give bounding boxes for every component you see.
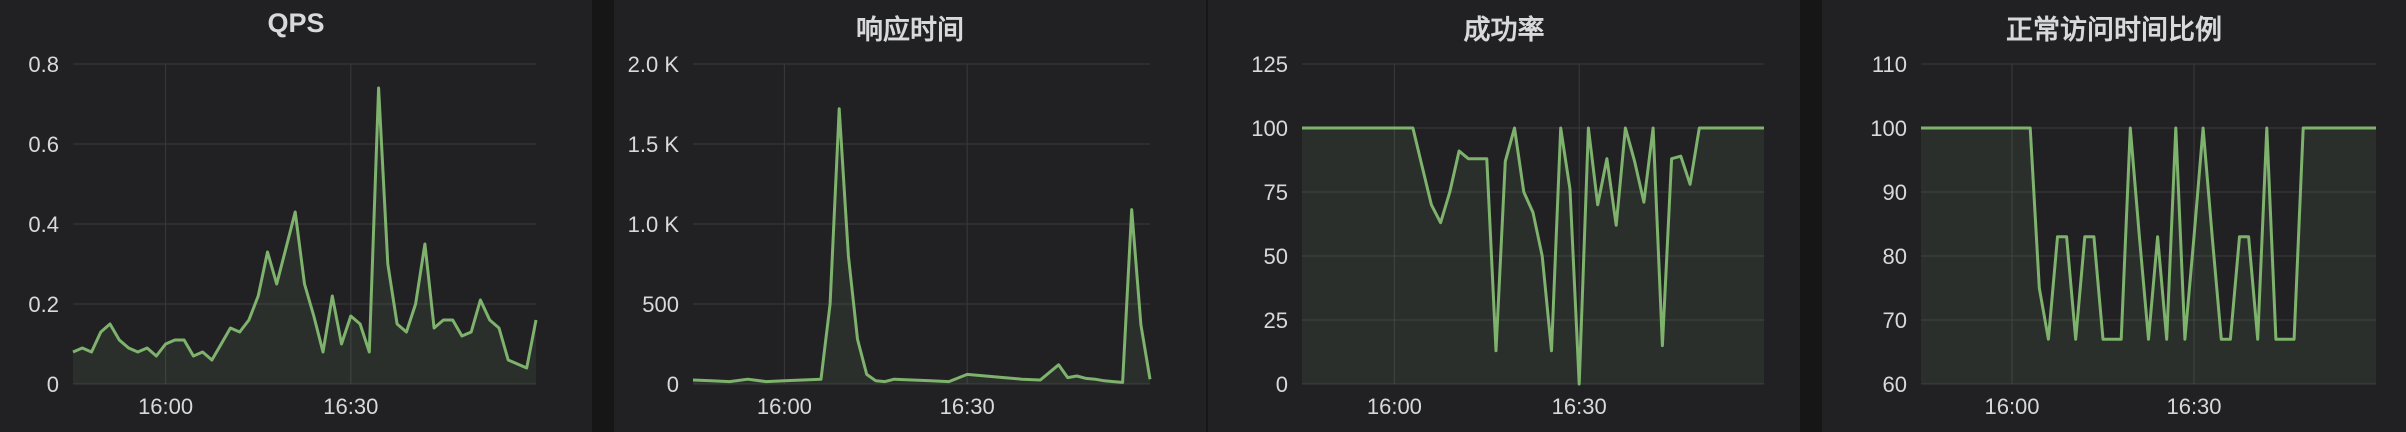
series-area xyxy=(73,88,536,384)
y-tick-label: 0.6 xyxy=(28,132,59,157)
y-tick-label: 0.8 xyxy=(28,52,59,77)
y-tick-label: 0 xyxy=(667,372,679,397)
series-area xyxy=(693,108,1150,385)
panel-response-time[interactable]: 响应时间 0 500 1.0 K 1.5 K 2.0 K 16:00 16:30 xyxy=(614,0,1206,432)
series-line xyxy=(692,107,1152,384)
y-tick-label: 2.0 K xyxy=(628,52,680,77)
x-tick-label: 16:30 xyxy=(940,394,995,419)
panel-title[interactable]: 成功率 xyxy=(1463,15,1545,45)
series-line xyxy=(1921,126,2376,341)
y-tick-label: 1.5 K xyxy=(628,132,680,157)
x-tick-label: 16:30 xyxy=(2166,394,2221,419)
x-tick-label: 16:00 xyxy=(1367,394,1422,419)
y-tick-label: 100 xyxy=(1870,116,1907,141)
y-tick-label: 125 xyxy=(1251,52,1288,77)
series-line xyxy=(1302,126,1764,386)
y-tick-label: 75 xyxy=(1264,180,1288,205)
panel-normal-access-ratio[interactable]: 正常访问时间比例 60 70 80 90 100 110 16:00 16:30 xyxy=(1822,0,2406,432)
series-line xyxy=(72,86,538,370)
panel-qps[interactable]: QPS 0 0.2 0.4 0.6 0.8 16:00 16:30 xyxy=(0,0,592,432)
success-rate-chart: 0 25 50 75 100 125 16:00 16:30 xyxy=(1251,52,1764,419)
panel-title[interactable]: QPS xyxy=(267,8,325,38)
y-tick-label: 90 xyxy=(1883,180,1907,205)
y-tick-label: 70 xyxy=(1883,308,1907,333)
y-tick-label: 60 xyxy=(1883,372,1907,397)
y-tick-label: 1.0 K xyxy=(628,212,680,237)
x-tick-label: 16:00 xyxy=(757,394,812,419)
x-tick-label: 16:00 xyxy=(138,394,193,419)
x-tick-label: 16:30 xyxy=(1552,394,1607,419)
y-tick-label: 0 xyxy=(1276,372,1288,397)
panel-title[interactable]: 响应时间 xyxy=(856,15,964,45)
normal-access-ratio-chart: 60 70 80 90 100 110 16:00 16:30 xyxy=(1870,52,2376,419)
y-tick-label: 500 xyxy=(642,292,679,317)
qps-chart: 0 0.2 0.4 0.6 0.8 16:00 16:30 xyxy=(28,52,538,419)
panel-title[interactable]: 正常访问时间比例 xyxy=(2006,15,2222,45)
x-tick-label: 16:00 xyxy=(1984,394,2039,419)
series-area xyxy=(1302,128,1764,384)
y-tick-label: 0.2 xyxy=(28,292,59,317)
panel-success-rate[interactable]: 成功率 0 25 50 75 100 125 16:00 16:30 xyxy=(1208,0,1800,432)
y-tick-label: 0.4 xyxy=(28,212,59,237)
y-tick-label: 50 xyxy=(1264,244,1288,269)
y-tick-label: 80 xyxy=(1883,244,1907,269)
y-tick-label: 110 xyxy=(1872,52,1907,77)
response-time-chart: 0 500 1.0 K 1.5 K 2.0 K 16:00 16:30 xyxy=(628,52,1152,419)
x-tick-label: 16:30 xyxy=(323,394,378,419)
series-area xyxy=(1921,128,2376,384)
y-tick-label: 25 xyxy=(1264,308,1288,333)
y-tick-label: 0 xyxy=(47,372,59,397)
y-tick-label: 100 xyxy=(1251,116,1288,141)
